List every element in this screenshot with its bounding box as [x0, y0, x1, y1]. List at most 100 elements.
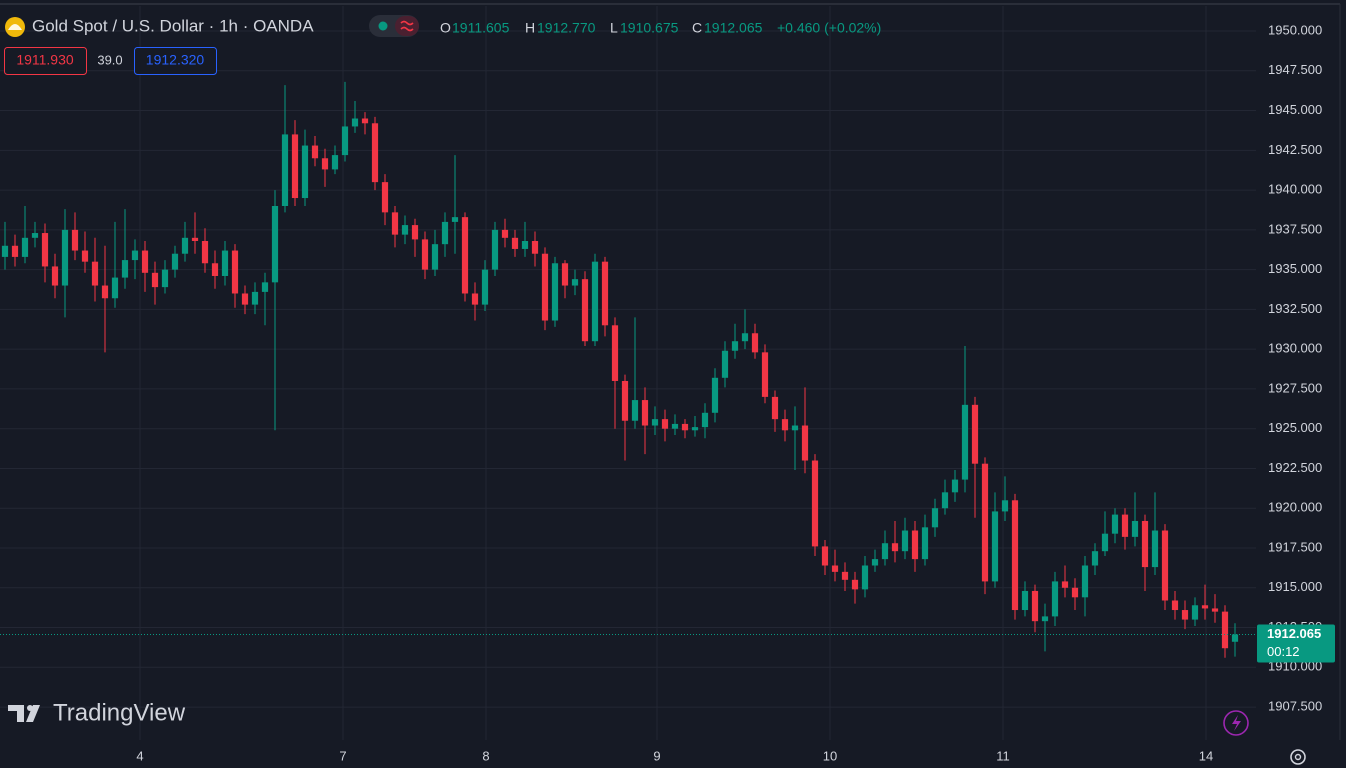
candle-body — [851, 579, 859, 590]
candle-body — [811, 460, 819, 547]
x-tick-label: 7 — [339, 748, 346, 763]
candle-body — [521, 240, 529, 249]
x-tick-label: 14 — [1199, 748, 1213, 763]
candle-body — [241, 293, 249, 305]
data-status-icon — [400, 20, 414, 32]
candle-body — [551, 263, 559, 321]
candle-body — [411, 225, 419, 240]
candle-body — [991, 511, 999, 582]
candle-body — [201, 240, 209, 264]
y-tick-label: 1940.000 — [1268, 182, 1322, 197]
candle-body — [731, 341, 739, 351]
candle-body — [321, 158, 329, 170]
candle-body — [441, 221, 449, 245]
y-tick-label: 1937.500 — [1268, 221, 1322, 236]
candle-body — [741, 333, 749, 342]
candle-body — [801, 425, 809, 461]
symbol-title[interactable]: Gold Spot / U.S. Dollar · 1h · OANDA — [32, 16, 314, 35]
candle-body — [131, 250, 139, 261]
candle-body — [141, 250, 149, 273]
candle-body — [431, 244, 439, 270]
candle-body — [1001, 500, 1009, 512]
candle-body — [881, 543, 889, 560]
candle-body — [1181, 610, 1189, 620]
y-tick-label: 1915.000 — [1268, 579, 1322, 594]
y-tick-label: 1922.500 — [1268, 460, 1322, 475]
candle-body — [491, 229, 499, 270]
candle-body — [401, 225, 409, 235]
x-tick-label: 8 — [482, 748, 489, 763]
candle-body — [421, 239, 429, 270]
buy-button[interactable] — [134, 47, 217, 75]
sell-button[interactable] — [4, 47, 87, 75]
candle-body — [961, 404, 969, 480]
candle-body — [981, 463, 989, 582]
brand-logo-dot — [27, 705, 33, 711]
candle-body — [231, 250, 239, 294]
candle-body — [871, 559, 879, 566]
candle-body — [311, 145, 319, 159]
candle-body — [541, 253, 549, 321]
y-tick-label: 1925.000 — [1268, 420, 1322, 435]
candle-body — [51, 266, 59, 286]
candle-body — [191, 237, 199, 241]
alert-icon[interactable] — [1223, 710, 1249, 736]
candle-body — [971, 404, 979, 464]
candle-body — [861, 565, 869, 590]
candle-body — [1091, 551, 1099, 566]
candle-body — [161, 269, 169, 288]
candle-body — [11, 245, 19, 257]
candle-body — [1031, 590, 1039, 622]
ohlc-label: O — [440, 20, 451, 36]
candle-body — [941, 492, 949, 509]
candle-body — [671, 423, 679, 429]
candle-body — [1231, 634, 1239, 642]
candle-body — [581, 279, 589, 342]
candle-body — [91, 261, 99, 286]
candle-body — [271, 205, 279, 283]
y-tick-label: 1950.000 — [1268, 22, 1322, 37]
candle-body — [531, 240, 539, 254]
candle-body — [71, 229, 79, 251]
candle-body — [611, 325, 619, 381]
settings-icon[interactable] — [1290, 749, 1306, 765]
y-tick-label: 1917.500 — [1268, 539, 1322, 554]
candle-body — [1101, 533, 1109, 552]
candle-body — [461, 217, 469, 294]
candle-body — [621, 380, 629, 421]
x-tick-label: 10 — [823, 748, 837, 763]
candle-body — [261, 282, 269, 292]
candle-body — [591, 261, 599, 342]
last-price-label: 1912.065 — [1267, 626, 1321, 641]
y-tick-label: 1942.500 — [1268, 142, 1322, 157]
x-tick-label: 9 — [653, 748, 660, 763]
candle-body — [1041, 616, 1049, 622]
y-tick-label: 1935.000 — [1268, 261, 1322, 276]
candle-body — [121, 260, 129, 278]
candle-body — [1131, 520, 1139, 537]
candle-body — [151, 272, 159, 288]
bid-price: 1911.930 — [16, 52, 74, 68]
candle-body — [1071, 587, 1079, 598]
candle-body — [291, 134, 299, 199]
candle-body — [571, 279, 579, 286]
candle-body — [371, 123, 379, 183]
candle-body — [921, 527, 929, 560]
settings-icon-center — [1294, 753, 1302, 761]
brand-name[interactable]: TradingView — [53, 699, 186, 726]
ohlc-value: 1912.770 — [537, 20, 596, 36]
candle-body — [931, 508, 939, 528]
candle-body — [1081, 565, 1089, 598]
y-tick-label: 1907.500 — [1268, 699, 1322, 714]
market-status-dot — [378, 21, 388, 31]
candle-body — [791, 425, 799, 431]
candle-body — [111, 277, 119, 299]
candle-body — [771, 396, 779, 420]
candle-body — [561, 263, 569, 286]
ohlc-value: 1912.065 — [704, 20, 763, 36]
candle-body — [891, 543, 899, 552]
candle-body — [831, 565, 839, 572]
